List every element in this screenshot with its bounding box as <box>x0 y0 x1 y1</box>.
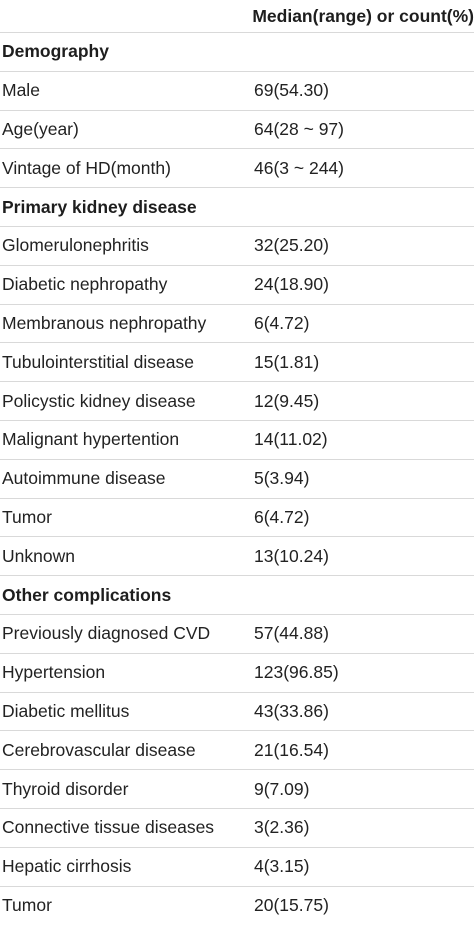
table-body: Demography Male 69(54.30) Age(year) 64(28 ~ … <box>0 33 474 925</box>
row-label: Male <box>2 80 40 101</box>
row-value: 6(4.72) <box>254 312 310 333</box>
row-label: Unknown <box>2 545 75 566</box>
header-col-value: Median(range) or count(%) <box>252 5 474 26</box>
row-label: Hepatic cirrhosis <box>2 856 132 877</box>
row-value: 64(28 ~ 97) <box>254 118 344 139</box>
table-row: Glomerulonephritis 32(25.20) <box>0 227 474 266</box>
table-row: Connective tissue diseases 3(2.36) <box>0 809 474 848</box>
table-row: Tumor 6(4.72) <box>0 499 474 538</box>
row-label: Previously diagnosed CVD <box>2 623 211 644</box>
table-row: Hepatic cirrhosis 4(3.15) <box>0 848 474 887</box>
row-value: 12(9.45) <box>254 390 320 411</box>
table-row: Previously diagnosed CVD 57(44.88) <box>0 615 474 654</box>
section-header-row: Other complications <box>0 576 474 615</box>
table-row: Vintage of HD(month) 46(3 ~ 244) <box>0 149 474 189</box>
row-value: 4(3.15) <box>254 856 310 877</box>
row-value: 3(2.36) <box>254 817 310 838</box>
table-row: Autoimmune disease 5(3.94) <box>0 460 474 499</box>
row-label: Tumor <box>2 506 52 527</box>
section-label: Primary kidney disease <box>2 196 197 217</box>
row-value: 32(25.20) <box>254 235 329 256</box>
row-label: Membranous nephropathy <box>2 312 207 333</box>
table-row: Male 69(54.30) <box>0 72 474 111</box>
row-value: 5(3.94) <box>254 468 310 489</box>
table-row: Tubulointerstitial disease 15(1.81) <box>0 343 474 383</box>
row-label: Hypertension <box>2 662 106 683</box>
row-value: 15(1.81) <box>254 351 320 372</box>
row-label: Tubulointerstitial disease <box>2 351 194 372</box>
row-label: Glomerulonephritis <box>2 235 149 256</box>
row-label: Policystic kidney disease <box>2 390 196 411</box>
table-row: Age(year) 64(28 ~ 97) <box>0 111 474 150</box>
table-row: Tumor 20(15.75) <box>0 887 474 925</box>
row-value: 14(11.02) <box>254 429 328 450</box>
section-label: Other complications <box>2 584 172 605</box>
table-row: Unknown 13(10.24) <box>0 537 474 577</box>
row-label: Diabetic nephropathy <box>2 274 168 295</box>
table-row: Thyroid disorder 9(7.09) <box>0 770 474 809</box>
row-value: 57(44.88) <box>254 623 329 644</box>
table-row: Cerebrovascular disease 21(16.54) <box>0 731 474 771</box>
row-label: Tumor <box>2 895 52 916</box>
row-value: 123(96.85) <box>254 662 339 683</box>
table-row: Membranous nephropathy 6(4.72) <box>0 305 474 344</box>
row-label: Malignant hypertention <box>2 429 180 450</box>
row-value: 69(54.30) <box>254 80 329 101</box>
row-value: 24(18.90) <box>254 274 329 295</box>
row-value: 6(4.72) <box>254 506 310 527</box>
row-label: Connective tissue diseases <box>2 817 215 838</box>
row-label: Age(year) <box>2 118 79 139</box>
table-row: Hypertension 123(96.85) <box>0 654 474 693</box>
row-value: 20(15.75) <box>254 895 329 916</box>
row-label: Autoimmune disease <box>2 468 166 489</box>
row-label: Thyroid disorder <box>2 778 129 799</box>
table-row: Diabetic mellitus 43(33.86) <box>0 693 474 732</box>
row-label: Cerebrovascular disease <box>2 739 196 760</box>
row-value: 9(7.09) <box>254 778 310 799</box>
table-header-row: Median(range) or count(%) <box>0 0 474 33</box>
section-header-row: Primary kidney disease <box>0 188 474 227</box>
table-row: Policystic kidney disease 12(9.45) <box>0 382 474 421</box>
row-value: 43(33.86) <box>254 700 329 721</box>
row-label: Vintage of HD(month) <box>2 157 171 178</box>
row-value: 46(3 ~ 244) <box>254 157 344 178</box>
row-value: 21(16.54) <box>254 739 329 760</box>
section-label: Demography <box>2 41 109 62</box>
section-header-row: Demography <box>0 33 474 72</box>
row-label: Diabetic mellitus <box>2 700 130 721</box>
table-row: Malignant hypertention 14(11.02) <box>0 421 474 460</box>
row-value: 13(10.24) <box>254 545 329 566</box>
table-row: Diabetic nephropathy 24(18.90) <box>0 266 474 305</box>
